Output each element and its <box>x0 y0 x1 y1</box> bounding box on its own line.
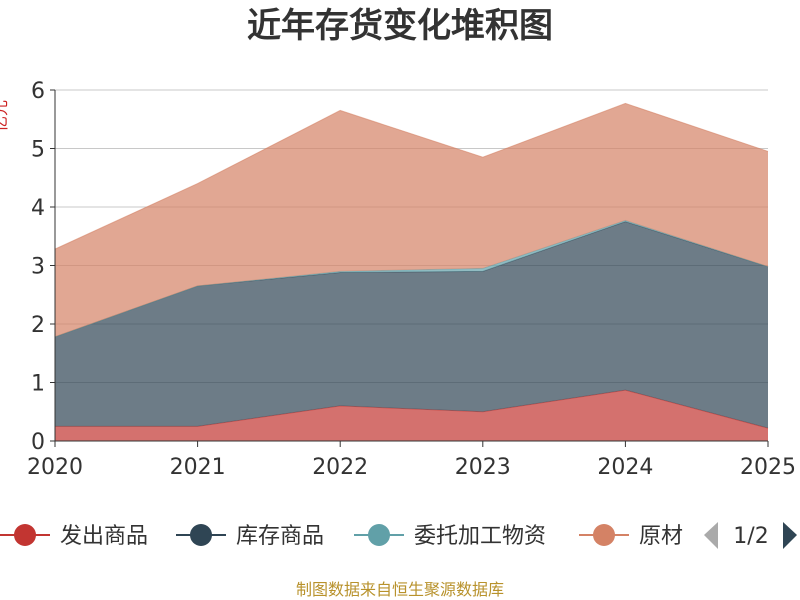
legend-item[interactable]: 原材 <box>579 524 683 549</box>
legend-item[interactable]: 发出商品 <box>0 524 148 549</box>
legend-label: 原材 <box>639 524 683 549</box>
legend-item[interactable]: 库存商品 <box>176 524 324 549</box>
legend-circle-marker <box>368 524 390 546</box>
legend-circle-marker <box>14 524 36 546</box>
area-0 <box>55 390 768 441</box>
legend-prev-page-icon[interactable] <box>704 522 718 549</box>
area-1 <box>55 221 768 429</box>
legend-label: 委托加工物资 <box>414 524 546 549</box>
x-tick-label: 2022 <box>312 455 368 480</box>
x-tick-label: 2023 <box>455 455 511 480</box>
axes: 0 1 2 3 4 5 6 2020 2021 2022 2023 2024 2025 <box>27 79 796 480</box>
y-tick-label: 5 <box>31 138 45 163</box>
legend-pager: 1/2 <box>704 522 797 549</box>
x-tick-label: 2020 <box>27 455 83 480</box>
legend[interactable]: 发出商品 库存商品 委托加工物资 原材 <box>0 524 683 549</box>
chart-title: 近年存货变化堆积图 <box>247 6 553 46</box>
legend-next-page-icon[interactable] <box>783 522 797 549</box>
y-axis-label: 亿元 <box>0 100 10 132</box>
x-tick-label: 2021 <box>170 455 226 480</box>
legend-label: 发出商品 <box>60 524 148 549</box>
legend-page-indicator: 1/2 <box>733 524 768 549</box>
y-tick-label: 1 <box>31 372 45 397</box>
y-tick-label: 4 <box>31 196 45 221</box>
x-tick-label: 2025 <box>740 455 796 480</box>
series-line-3 <box>54 102 769 250</box>
legend-circle-marker <box>190 524 212 546</box>
y-tick-label: 3 <box>31 255 45 280</box>
area-3 <box>55 103 768 337</box>
y-tick-label: 0 <box>31 430 45 455</box>
legend-label: 库存商品 <box>236 524 324 549</box>
area-series <box>54 102 769 441</box>
y-tick-label: 6 <box>31 79 45 104</box>
x-tick-label: 2024 <box>597 455 653 480</box>
legend-circle-marker <box>593 524 615 546</box>
legend-item[interactable]: 委托加工物资 <box>354 524 546 549</box>
y-tick-label: 2 <box>31 313 45 338</box>
data-source-note: 制图数据来自恒生聚源数据库 <box>296 580 504 599</box>
legend-items: 发出商品 库存商品 委托加工物资 原材 <box>0 524 683 549</box>
